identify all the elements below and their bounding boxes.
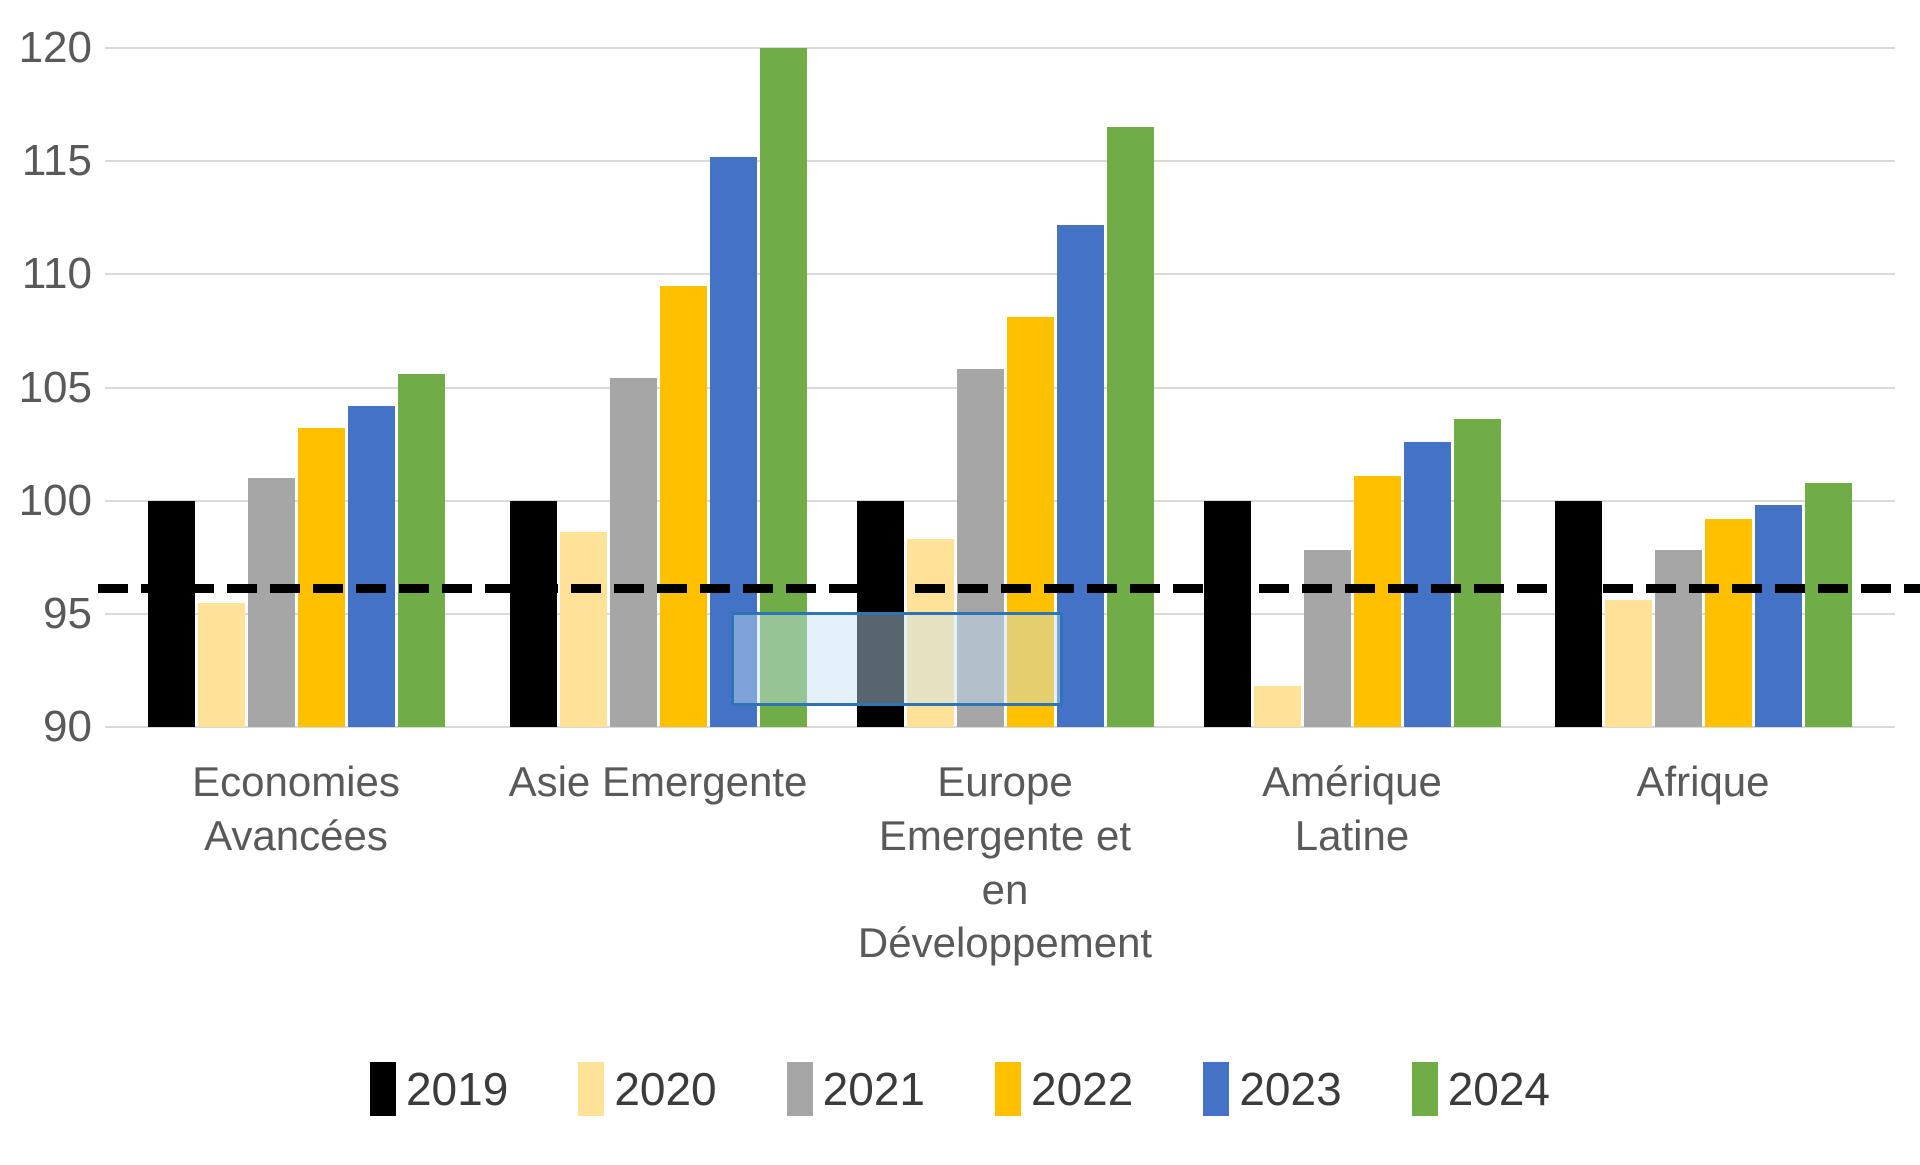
legend-swatch-2019: [369, 1062, 396, 1116]
legend-swatch-2024: [1411, 1062, 1438, 1116]
bar-2024-group3[interactable]: [1106, 127, 1154, 727]
bar-2021-group2[interactable]: [609, 378, 657, 727]
category-label-4: Amérique Latine: [1262, 758, 1442, 859]
bar-2023-group4[interactable]: [1403, 441, 1451, 727]
gridline: [105, 726, 1895, 728]
legend-label: 2020: [614, 1063, 717, 1115]
bar-2019-group4[interactable]: [1203, 500, 1251, 727]
bar-2022-group4[interactable]: [1353, 475, 1401, 727]
y-tick-label: 120: [18, 23, 92, 72]
y-axis: 120 115 110 105 100 95 90: [0, 26, 92, 749]
bar-2023-group3[interactable]: [1056, 224, 1104, 727]
legend-label: 2019: [405, 1063, 509, 1115]
bar-2020-group1[interactable]: [197, 602, 245, 727]
legend-swatch-2022: [995, 1062, 1021, 1116]
category-label-1: Economies Avancées: [192, 758, 400, 859]
dashed-reference-line: [98, 584, 1920, 594]
bar-group-5: [1553, 48, 1853, 727]
legend-label: 2022: [1031, 1063, 1134, 1115]
y-tick-label: 105: [18, 362, 92, 412]
bar-2020-group2[interactable]: [559, 532, 607, 727]
bar-2019-group1[interactable]: [147, 500, 195, 727]
bar-2020-group5[interactable]: [1604, 600, 1652, 727]
y-tick-label: 115: [21, 136, 92, 186]
legend-label: 2021: [822, 1063, 925, 1115]
bar-group-1: [146, 48, 446, 727]
legend-item-2021[interactable]: 2021: [786, 1062, 925, 1116]
bar-group-2: [508, 48, 808, 727]
y-tick-label: 110: [21, 249, 92, 299]
legend-swatch-2023: [1203, 1062, 1230, 1116]
legend-item-2020[interactable]: 2020: [578, 1062, 717, 1116]
category-label-3: Europe Emergente et en Développement: [857, 758, 1153, 967]
bar-2024-group1[interactable]: [397, 373, 445, 727]
gridline: [105, 273, 1895, 276]
bar-2022-group3[interactable]: [1006, 317, 1054, 727]
legend-item-2022[interactable]: 2022: [995, 1062, 1133, 1116]
legend-item-2023[interactable]: 2023: [1203, 1062, 1342, 1116]
legend-swatch-2020: [578, 1062, 605, 1116]
bar-2021-group3[interactable]: [956, 369, 1004, 727]
bar-2021-group1[interactable]: [247, 478, 295, 727]
bar-group-4: [1202, 48, 1502, 727]
category-label-2: Asie Emergente: [508, 758, 808, 805]
bar-2022-group5[interactable]: [1704, 518, 1752, 727]
bar-2021-group4[interactable]: [1303, 550, 1351, 727]
gridline: [105, 160, 1895, 163]
bar-2020-group3[interactable]: [906, 539, 954, 727]
bar-2019-group2[interactable]: [509, 500, 557, 727]
legend-label: 2023: [1239, 1063, 1342, 1115]
y-tick-label: 95: [43, 588, 92, 638]
category-label-5: Afrique: [1636, 758, 1770, 805]
bar-2023-group1[interactable]: [347, 405, 395, 727]
y-tick-label: 100: [18, 475, 92, 525]
legend-item-2024[interactable]: 2024: [1411, 1062, 1551, 1116]
y-tick-label: 90: [43, 702, 92, 751]
gridline: [105, 47, 1895, 49]
legend-item-2019[interactable]: 2019: [369, 1062, 509, 1116]
bar-2021-group5[interactable]: [1654, 550, 1702, 727]
legend-label: 2024: [1447, 1063, 1551, 1115]
bar-2022-group2[interactable]: [659, 285, 707, 727]
bar-2022-group1[interactable]: [297, 428, 345, 727]
bar-2019-group5[interactable]: [1554, 500, 1602, 727]
bar-2023-group5[interactable]: [1754, 505, 1802, 727]
bar-2020-group4[interactable]: [1253, 686, 1301, 727]
bar-2024-group5[interactable]: [1804, 482, 1852, 727]
legend: 2019 2020 2021 2022 2023 2024: [0, 1062, 1920, 1116]
bar-2024-group4[interactable]: [1453, 419, 1501, 727]
legend-swatch-2021: [786, 1062, 813, 1116]
selection-box[interactable]: [731, 612, 1063, 706]
